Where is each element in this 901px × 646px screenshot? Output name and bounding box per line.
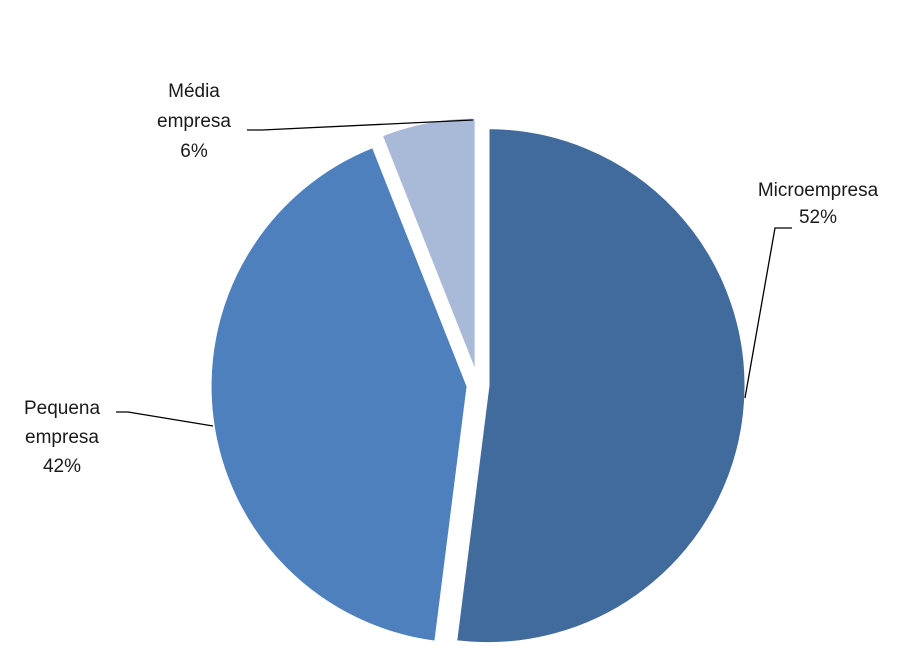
slice-label-0: Microempresa 52% xyxy=(758,180,879,228)
slice-name-label: empresa xyxy=(25,427,99,448)
slice-name-label: Pequena xyxy=(24,398,101,419)
slice-name-label: empresa xyxy=(157,111,231,132)
slice-label-2: Média empresa 6% xyxy=(157,81,231,162)
slice-name-label: Microempresa xyxy=(758,180,879,201)
slice-name-label: Média xyxy=(168,81,220,102)
slice-percent-label: 42% xyxy=(43,456,81,477)
slice-percent-label: 52% xyxy=(799,207,837,228)
pie-slice-microempresa xyxy=(454,126,748,646)
leader-line-1 xyxy=(116,411,214,427)
pie-slice-pequena-empresa xyxy=(208,144,470,644)
slice-label-1: Pequena empresa 42% xyxy=(24,398,101,477)
leader-line-2 xyxy=(247,119,474,131)
slice-percent-label: 6% xyxy=(180,141,208,162)
leader-line-0 xyxy=(744,227,792,399)
